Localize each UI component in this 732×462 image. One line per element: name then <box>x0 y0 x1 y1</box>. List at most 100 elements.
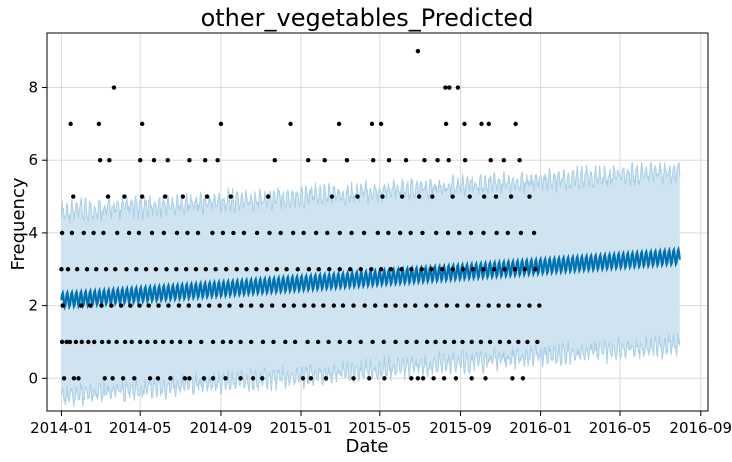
observed-point <box>59 339 65 345</box>
observed-point <box>220 339 226 345</box>
observed-point <box>520 376 526 381</box>
observed-point <box>73 339 79 345</box>
observed-point <box>527 303 532 308</box>
observed-point <box>502 267 507 272</box>
observed-point <box>156 303 161 308</box>
observed-point <box>290 230 296 236</box>
observed-point <box>88 303 93 308</box>
observed-point <box>145 339 150 345</box>
observed-point <box>174 267 179 272</box>
observed-point <box>455 303 460 308</box>
observed-point <box>272 158 277 163</box>
x-axis-label: Date <box>345 436 388 457</box>
observed-point <box>102 376 107 381</box>
observed-point <box>153 267 159 272</box>
observed-point <box>215 158 220 163</box>
observed-point <box>301 230 306 236</box>
observed-point <box>107 158 112 163</box>
observed-point <box>174 230 180 236</box>
observed-point <box>68 121 73 127</box>
observed-point <box>231 230 236 236</box>
x-tick-label: 2014-09 <box>190 419 253 437</box>
observed-point <box>281 303 287 308</box>
observed-point <box>369 121 375 127</box>
observed-point <box>488 158 493 163</box>
observed-point <box>455 85 461 90</box>
y-tick-label: 8 <box>28 79 38 97</box>
observed-point <box>505 230 510 236</box>
observed-point <box>383 303 388 308</box>
observed-point <box>506 339 512 345</box>
observed-point <box>118 303 124 308</box>
observed-point <box>380 194 385 199</box>
observed-point <box>429 267 434 272</box>
observed-point <box>284 267 289 272</box>
observed-point <box>86 339 91 345</box>
observed-point <box>228 194 233 199</box>
observed-point <box>444 303 449 308</box>
observed-point <box>430 194 435 199</box>
observed-point <box>446 158 451 163</box>
observed-point <box>138 158 143 163</box>
observed-point <box>305 339 310 345</box>
observed-point <box>110 376 115 381</box>
axes-frame <box>46 32 709 412</box>
observed-point <box>535 339 540 345</box>
x-tick-label: 2016-01 <box>509 419 572 437</box>
observed-point <box>481 267 486 272</box>
observed-point <box>382 376 387 381</box>
observed-point <box>491 267 497 272</box>
observed-point <box>506 303 511 308</box>
observed-point <box>435 158 440 163</box>
plot-area: 2014-01 2014-05 2014-09 2015-01 2015-05 2015-… <box>28 32 732 437</box>
observed-point <box>501 158 507 163</box>
observed-point <box>197 303 202 308</box>
observed-point <box>187 339 193 345</box>
observed-point <box>467 194 472 199</box>
observed-point <box>59 267 64 272</box>
observed-point <box>203 267 209 272</box>
observed-point <box>165 158 170 163</box>
observed-point <box>371 158 376 163</box>
observed-point <box>193 267 199 272</box>
observed-point <box>322 158 327 163</box>
observed-point <box>302 303 307 308</box>
observed-point <box>413 303 418 308</box>
observed-point <box>210 230 215 236</box>
observed-point <box>260 339 266 345</box>
observed-point <box>476 303 481 308</box>
observed-point <box>264 267 270 272</box>
observed-point <box>138 339 143 345</box>
observed-point <box>331 303 337 308</box>
observed-point <box>533 267 538 272</box>
observed-point <box>399 194 405 199</box>
observed-point <box>71 194 76 199</box>
y-tick-label: 6 <box>28 151 38 169</box>
observed-point <box>234 267 239 272</box>
observed-point <box>71 376 77 381</box>
observed-point <box>224 267 229 272</box>
observed-point <box>486 121 491 127</box>
observed-point <box>122 339 128 345</box>
observed-point <box>206 303 212 308</box>
observed-point <box>337 339 342 345</box>
observed-point <box>267 230 272 236</box>
observed-point <box>166 303 171 308</box>
observed-point <box>187 376 192 381</box>
observed-point <box>344 158 350 163</box>
observed-point <box>96 121 102 127</box>
observed-point <box>424 303 429 308</box>
observed-point <box>182 376 188 381</box>
observed-point <box>69 230 75 236</box>
observed-point <box>388 267 394 272</box>
observed-point <box>481 230 486 236</box>
observed-point <box>465 303 470 308</box>
observed-point <box>325 230 330 236</box>
observed-point <box>139 121 145 127</box>
x-tick-label: 2015-01 <box>270 419 333 437</box>
observed-point <box>218 121 224 127</box>
observed-point <box>434 230 439 236</box>
observed-point <box>169 339 174 345</box>
observed-point <box>457 230 462 236</box>
observed-point <box>403 303 408 308</box>
